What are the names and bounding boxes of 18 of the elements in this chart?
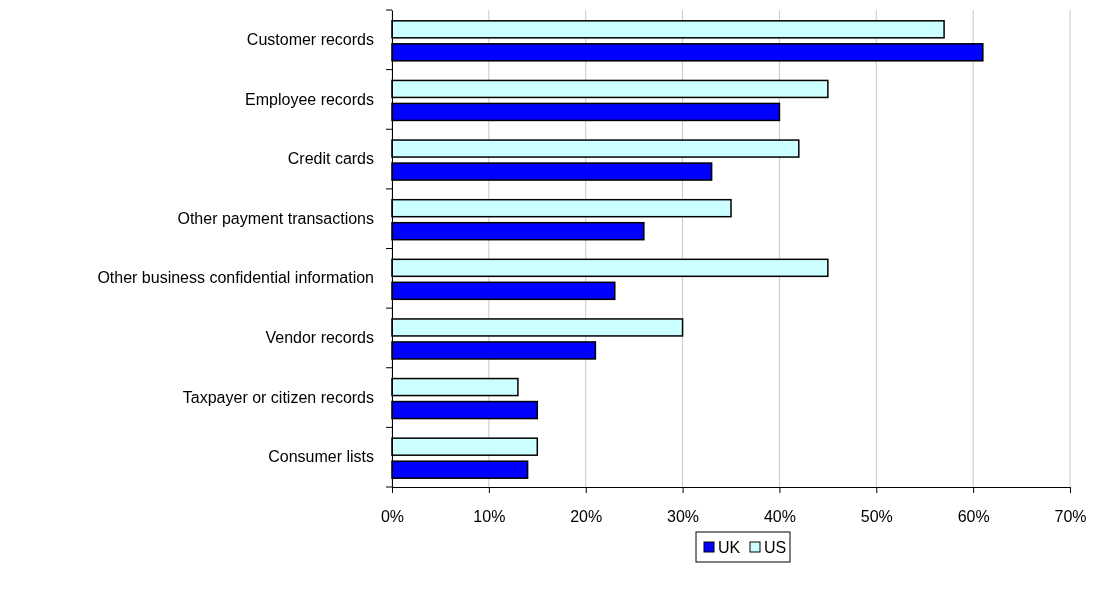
y-tick-label: Credit cards [287,150,374,168]
y-tick-label: Other payment transactions [177,209,374,227]
x-tick-label: 50% [860,507,893,525]
legend-label: US [764,539,787,556]
y-tick-label: Customer records [246,30,374,48]
y-tick-label: Consumer lists [268,448,374,466]
y-tick-label: Vendor records [265,329,374,347]
x-tick-label: 0% [380,507,405,525]
x-tick-label: 40% [763,507,796,525]
legend-label: UK [718,539,741,556]
x-tick-label: 20% [570,507,603,525]
y-tick-label: Employee records [245,90,374,108]
y-tick-label: Other business confidential information [97,269,374,287]
x-tick-label: 30% [667,507,700,525]
x-tick-label: 10% [473,507,506,525]
x-tick-label: 70% [1054,507,1087,525]
x-tick-label: 60% [957,507,990,525]
y-tick-label: Taxpayer or citizen records [182,388,374,406]
